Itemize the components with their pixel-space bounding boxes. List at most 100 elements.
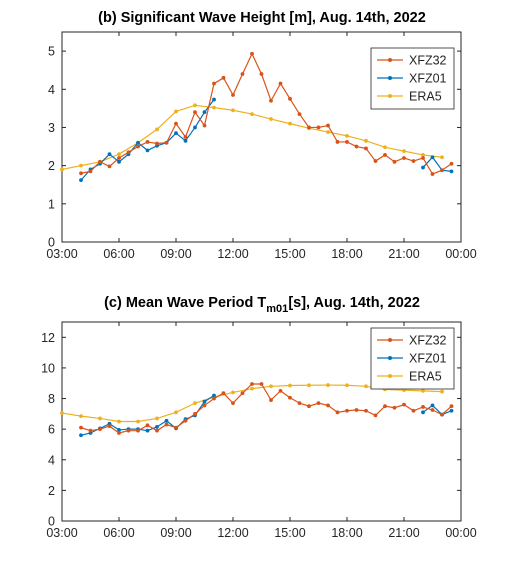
wave-height-point-era5 bbox=[345, 133, 349, 138]
wave-height-point-xfz32 bbox=[250, 51, 254, 56]
wave-height-legend-marker-xfz01 bbox=[388, 76, 392, 80]
wave-height-point-xfz01 bbox=[145, 148, 150, 153]
wave-period-point-era5 bbox=[250, 386, 254, 391]
wave-period-legend-marker-xfz01 bbox=[388, 356, 392, 360]
wave-period-point-xfz01 bbox=[79, 433, 83, 438]
wave-height-point-xfz01 bbox=[117, 159, 121, 164]
wave-period-xtick-label: 03:00 bbox=[46, 526, 77, 540]
wave-height-series-line-xfz32 bbox=[80, 52, 452, 175]
wave-period-point-era5 bbox=[364, 384, 368, 389]
wave-period-ytick-label: 10 bbox=[41, 361, 55, 375]
wave-height-legend-entries: XFZ32 XFZ01 ERA5 bbox=[377, 54, 447, 104]
wave-height-point-era5 bbox=[79, 163, 83, 168]
wave-period-ytick-label: 12 bbox=[41, 331, 55, 345]
wave-period-title-subscript: m01 bbox=[266, 303, 288, 315]
wave-height-point-era5 bbox=[193, 103, 197, 108]
wave-period-point-xfz32 bbox=[364, 408, 368, 413]
wave-height-point-xfz32 bbox=[145, 140, 150, 144]
wave-height-point-xfz32 bbox=[221, 75, 226, 80]
wave-period-point-xfz32 bbox=[259, 382, 264, 386]
wave-period-point-xfz32 bbox=[126, 428, 131, 433]
wave-period-point-xfz32 bbox=[392, 405, 397, 410]
wave-period-point-xfz32 bbox=[430, 408, 435, 412]
wave-height-point-era5 bbox=[383, 145, 387, 150]
wave-height-point-xfz01 bbox=[449, 169, 454, 174]
wave-period-point-xfz32 bbox=[231, 401, 235, 406]
wave-period-ytick-label: 8 bbox=[48, 392, 55, 406]
wave-height-point-xfz01 bbox=[79, 178, 83, 183]
wave-period-xtick-label: 00:00 bbox=[445, 526, 476, 540]
wave-period-point-era5 bbox=[60, 411, 64, 415]
wave-height-point-xfz32 bbox=[345, 140, 349, 144]
wave-period-point-xfz01 bbox=[117, 428, 121, 432]
wave-period-panel: (c) Mean Wave Period Tm01[s], Aug. 14th,… bbox=[41, 295, 477, 540]
wave-period-point-xfz32 bbox=[278, 388, 283, 393]
wave-height-point-era5 bbox=[174, 109, 178, 114]
wave-period-point-xfz32 bbox=[307, 404, 311, 409]
wave-height-point-xfz32 bbox=[174, 121, 178, 126]
wave-period-legend-marker-era5 bbox=[388, 374, 392, 378]
wave-height-legend-label-era5: ERA5 bbox=[409, 90, 442, 104]
wave-height-point-xfz32 bbox=[402, 156, 406, 160]
wave-height-point-xfz32 bbox=[449, 161, 454, 166]
wave-height-point-xfz32 bbox=[126, 150, 131, 155]
wave-height-point-xfz32 bbox=[440, 168, 444, 173]
wave-period-point-xfz32 bbox=[411, 408, 416, 413]
wave-period-xtick-label: 06:00 bbox=[103, 526, 134, 540]
wave-height-point-xfz32 bbox=[259, 72, 264, 76]
wave-period-point-xfz32 bbox=[373, 413, 378, 418]
wave-period-point-xfz32 bbox=[98, 427, 102, 432]
wave-period-title-rest: [s], Aug. 14th, 2022 bbox=[288, 295, 420, 311]
wave-height-legend-marker-era5 bbox=[388, 94, 392, 98]
wave-period-point-xfz32 bbox=[212, 396, 216, 401]
wave-period-point-xfz32 bbox=[155, 428, 159, 433]
wave-height-ytick-label: 2 bbox=[48, 159, 55, 173]
wave-period-point-xfz32 bbox=[326, 403, 330, 408]
wave-period-point-era5 bbox=[136, 419, 140, 424]
wave-height-point-era5 bbox=[231, 108, 235, 113]
wave-period-point-era5 bbox=[440, 389, 444, 394]
wave-height-ytick-label: 5 bbox=[48, 45, 55, 59]
wave-height-point-xfz32 bbox=[155, 141, 159, 146]
wave-period-point-era5 bbox=[288, 383, 292, 388]
wave-period-point-xfz01 bbox=[145, 428, 150, 433]
wave-height-point-xfz32 bbox=[183, 135, 188, 139]
wave-period-legend-label-era5: ERA5 bbox=[409, 370, 442, 384]
wave-period-ytick-label: 6 bbox=[48, 423, 55, 437]
wave-period-point-xfz32 bbox=[164, 422, 169, 427]
wave-period-point-era5 bbox=[98, 416, 102, 421]
wave-period-point-xfz32 bbox=[316, 401, 321, 406]
wave-height-point-era5 bbox=[117, 152, 121, 157]
wave-height-point-xfz32 bbox=[231, 93, 235, 97]
wave-height-point-xfz01 bbox=[193, 125, 197, 130]
wave-height-point-era5 bbox=[288, 121, 292, 126]
wave-period-point-xfz32 bbox=[202, 403, 207, 408]
wave-period-legend-label-xfz32: XFZ32 bbox=[409, 334, 447, 348]
wave-period-point-era5 bbox=[231, 390, 235, 395]
wave-height-point-xfz32 bbox=[326, 123, 330, 128]
wave-height-point-xfz32 bbox=[297, 112, 302, 116]
wave-height-point-xfz32 bbox=[202, 123, 207, 128]
wave-height-point-era5 bbox=[402, 149, 406, 154]
wave-period-series-line-xfz32 bbox=[80, 383, 452, 434]
wave-period-point-era5 bbox=[155, 416, 159, 421]
wave-period-point-xfz32 bbox=[136, 428, 140, 433]
wave-height-point-xfz01 bbox=[174, 131, 178, 136]
wave-period-point-xfz01 bbox=[164, 418, 169, 423]
wave-period-point-era5 bbox=[345, 383, 349, 388]
wave-height-point-xfz01 bbox=[136, 140, 140, 145]
wave-period-legend-entries: XFZ32 XFZ01 ERA5 bbox=[377, 334, 447, 384]
wave-period-point-xfz32 bbox=[449, 404, 454, 409]
wave-height-legend-marker-xfz32 bbox=[388, 58, 392, 62]
wave-period-legend-label-xfz01: XFZ01 bbox=[409, 352, 447, 366]
wave-height-point-xfz32 bbox=[335, 140, 340, 144]
wave-period-point-xfz32 bbox=[402, 402, 406, 407]
wave-period-xtick-label: 12:00 bbox=[217, 526, 248, 540]
wave-height-point-era5 bbox=[421, 153, 425, 157]
wave-height-panel: (b) Significant Wave Height [m], Aug. 14… bbox=[46, 10, 476, 261]
wave-height-point-xfz32 bbox=[316, 125, 321, 130]
wave-height-xtick-label: 18:00 bbox=[331, 247, 362, 261]
wave-height-point-xfz32 bbox=[88, 169, 93, 174]
wave-period-point-xfz01 bbox=[212, 393, 216, 398]
wave-period-ytick-label: 2 bbox=[48, 484, 55, 498]
